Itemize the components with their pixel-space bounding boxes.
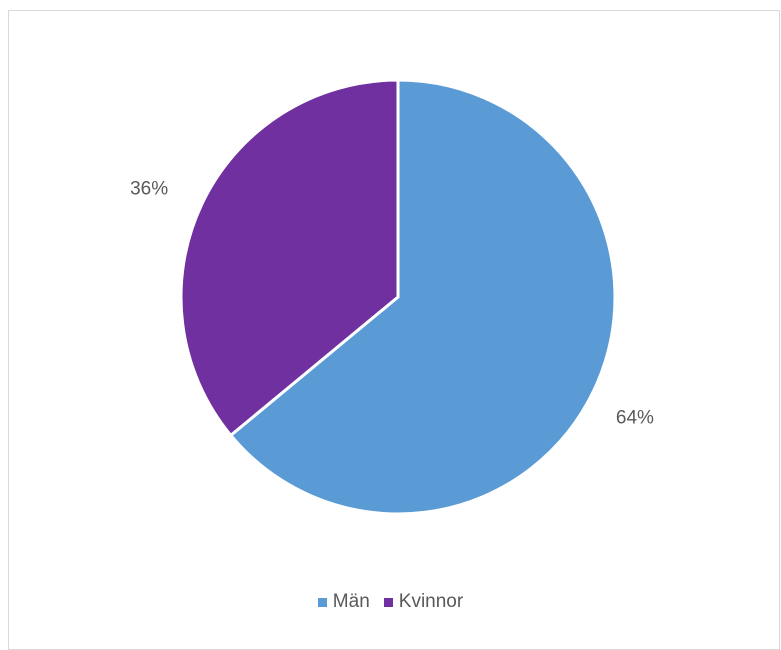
legend-label-kvinnor: Kvinnor	[398, 591, 464, 612]
pie-slice-m-n	[228, 78, 617, 516]
pie-data-labels: 64% 36%	[130, 178, 654, 428]
legend-swatch-kvinnor	[383, 597, 393, 607]
data-label-kvinnor: 36%	[130, 178, 168, 199]
legend-label-man: Män	[332, 591, 370, 612]
pie-slice-kvinnor	[179, 78, 400, 438]
legend-item-man: Män	[317, 591, 370, 613]
data-label-m-n: 64%	[616, 408, 654, 429]
pie-slices	[179, 78, 617, 516]
legend: Män Kvinnor	[0, 591, 781, 613]
legend-swatch-man	[317, 597, 327, 607]
legend-item-kvinnor: Kvinnor	[383, 591, 464, 613]
